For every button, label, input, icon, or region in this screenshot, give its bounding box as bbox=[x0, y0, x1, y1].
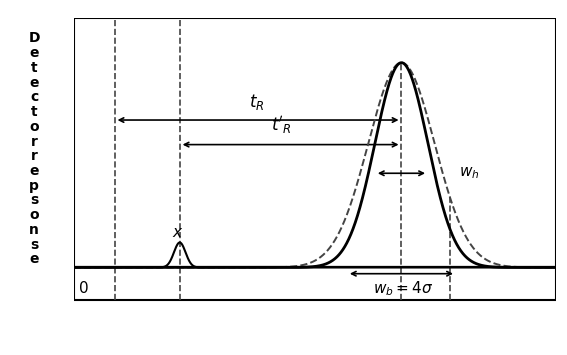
Text: o: o bbox=[29, 120, 39, 134]
Text: n: n bbox=[29, 223, 39, 237]
Text: 0: 0 bbox=[78, 281, 88, 296]
Text: e: e bbox=[29, 252, 39, 266]
Text: o: o bbox=[29, 208, 39, 222]
Text: p: p bbox=[29, 179, 39, 193]
Text: $t_R$: $t_R$ bbox=[249, 92, 265, 112]
Text: s: s bbox=[30, 237, 38, 252]
Text: c: c bbox=[30, 90, 38, 104]
Text: $w_h$: $w_h$ bbox=[459, 165, 480, 181]
Text: t: t bbox=[31, 61, 37, 75]
Text: $w_b = 4\sigma$: $w_b = 4\sigma$ bbox=[373, 279, 433, 298]
Bar bbox=[74, 18, 556, 267]
Text: r: r bbox=[31, 135, 37, 148]
Text: $x$: $x$ bbox=[172, 225, 183, 240]
Text: s: s bbox=[30, 193, 38, 207]
Text: e: e bbox=[29, 46, 39, 60]
Text: e: e bbox=[29, 76, 39, 89]
Text: r: r bbox=[31, 149, 37, 163]
Text: t: t bbox=[31, 105, 37, 119]
Text: D: D bbox=[28, 31, 40, 45]
Bar bbox=[74, 267, 556, 300]
Text: $t'_R$: $t'_R$ bbox=[270, 114, 291, 136]
Text: e: e bbox=[29, 164, 39, 178]
